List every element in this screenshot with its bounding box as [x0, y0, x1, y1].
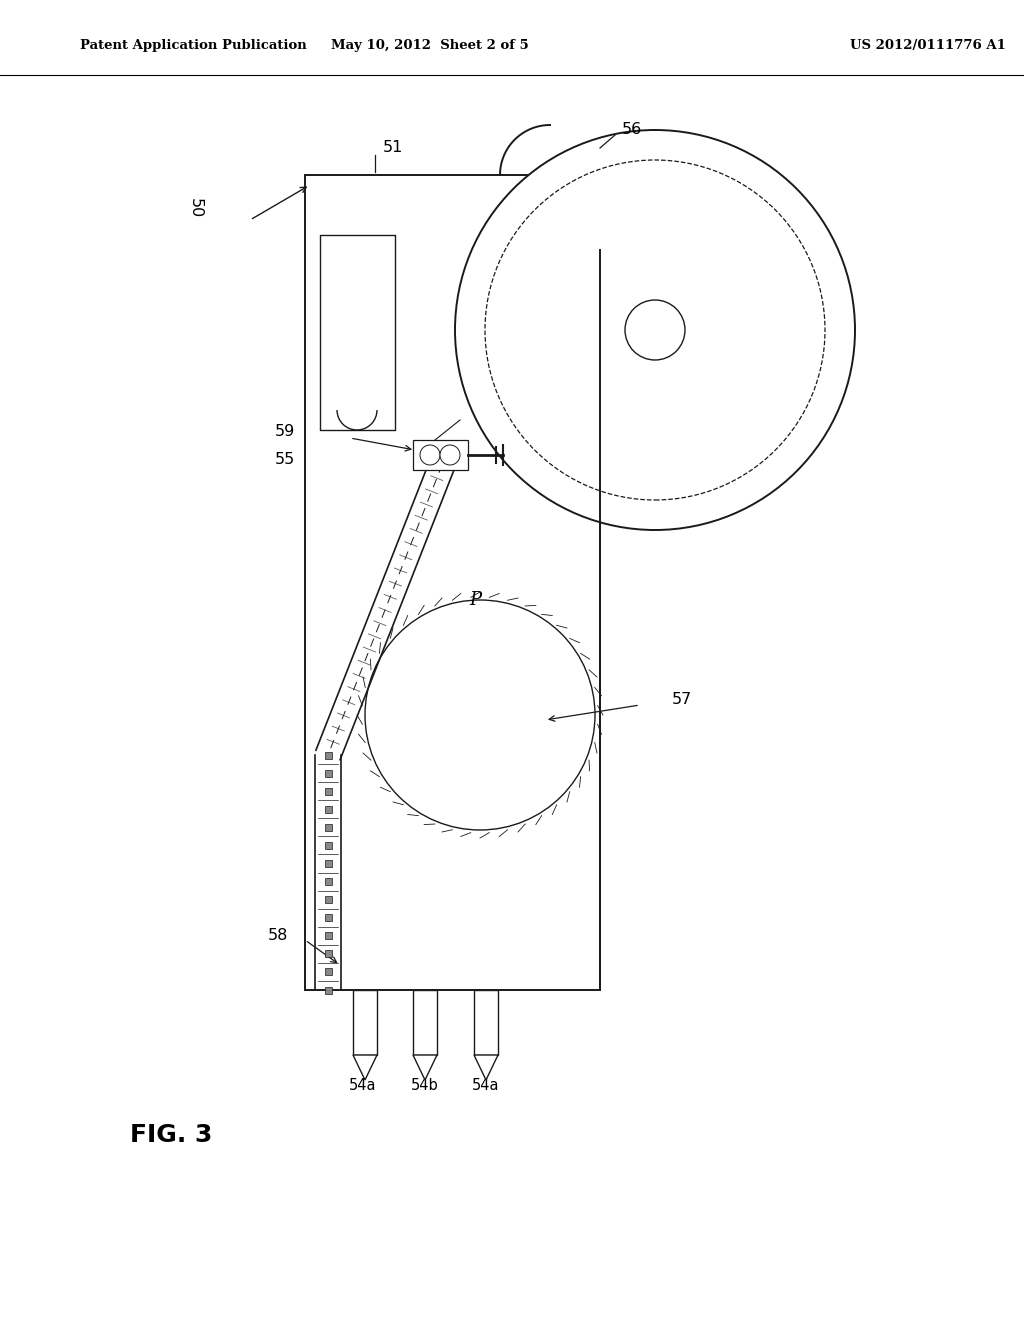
Circle shape [455, 129, 855, 531]
Bar [325, 824, 332, 830]
Bar [325, 859, 332, 867]
Bar [319, 235, 395, 430]
Text: 54b: 54b [411, 1077, 439, 1093]
Circle shape [625, 300, 685, 360]
Bar [413, 990, 437, 1055]
Circle shape [420, 445, 440, 465]
Bar [325, 986, 332, 994]
Text: 54a: 54a [472, 1077, 500, 1093]
Text: 59: 59 [274, 425, 295, 440]
Bar [325, 770, 332, 776]
Bar [305, 176, 600, 990]
Bar [325, 788, 332, 795]
Text: US 2012/0111776 A1: US 2012/0111776 A1 [850, 38, 1006, 51]
Bar [325, 842, 332, 849]
Text: Patent Application Publication: Patent Application Publication [80, 38, 307, 51]
Bar [353, 990, 377, 1055]
Bar [325, 932, 332, 940]
Text: 55: 55 [274, 453, 295, 467]
Bar [325, 751, 332, 759]
Text: 58: 58 [267, 928, 288, 942]
Text: P: P [469, 591, 481, 609]
Polygon shape [353, 1055, 377, 1080]
Text: 50: 50 [187, 198, 203, 218]
Text: 54a: 54a [349, 1077, 377, 1093]
Polygon shape [413, 1055, 437, 1080]
Bar [474, 990, 498, 1055]
Bar [325, 878, 332, 884]
Text: 56: 56 [622, 123, 642, 137]
Bar [325, 969, 332, 975]
Text: 57: 57 [672, 693, 692, 708]
Text: 51: 51 [383, 140, 403, 156]
Polygon shape [474, 1055, 498, 1080]
Circle shape [365, 601, 595, 830]
Circle shape [440, 445, 460, 465]
Bar [325, 950, 332, 957]
Text: May 10, 2012  Sheet 2 of 5: May 10, 2012 Sheet 2 of 5 [331, 38, 528, 51]
Bar [325, 805, 332, 813]
Text: FIG. 3: FIG. 3 [130, 1123, 212, 1147]
Bar [413, 440, 468, 470]
Bar [325, 896, 332, 903]
Bar [325, 915, 332, 921]
